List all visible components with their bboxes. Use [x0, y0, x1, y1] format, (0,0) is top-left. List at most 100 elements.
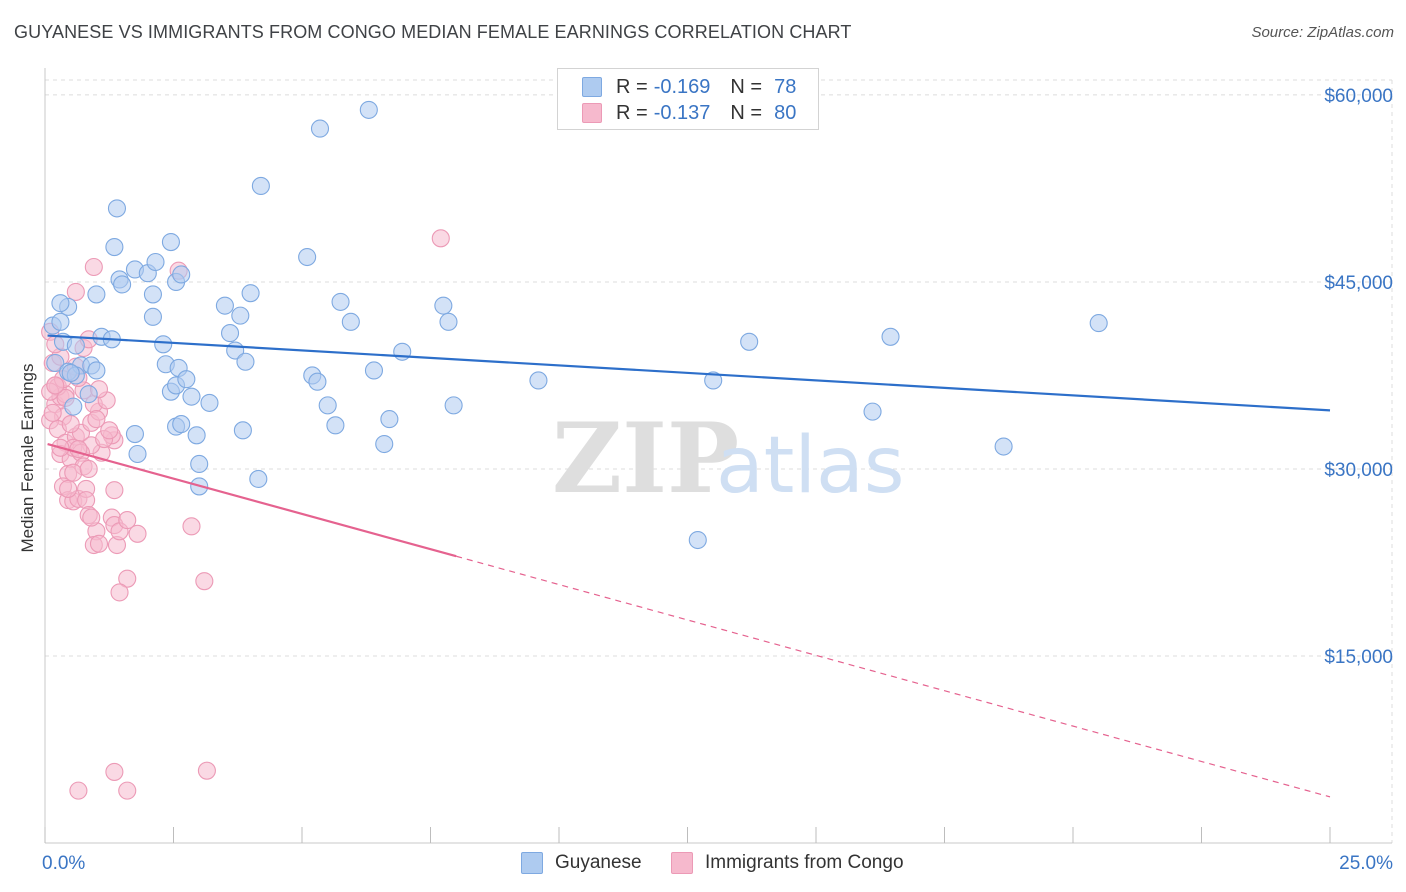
congo-point [431, 229, 450, 248]
legend-row-congo: R = -0.137 N = 80 [582, 100, 796, 126]
congo-point [118, 569, 137, 588]
congo-point [84, 257, 103, 277]
guyanese-point [215, 296, 234, 315]
watermark-atlas: atlas [716, 421, 905, 511]
guyanese-point [704, 371, 723, 390]
legend-row-guyanese: R = -0.169 N = 78 [582, 74, 796, 100]
guyanese-point [187, 426, 206, 445]
guyanese-point [161, 233, 180, 252]
congo-point [43, 403, 62, 422]
guyanese-point [364, 361, 384, 380]
guyanese-swatch [582, 77, 602, 97]
congo-point [195, 572, 214, 591]
guyanese-point [182, 387, 201, 406]
axes [44, 68, 1392, 844]
guyanese-point [154, 335, 173, 354]
watermark-zip: ZIP [552, 402, 739, 515]
congo-point [59, 479, 78, 498]
guyanese-point [298, 247, 317, 267]
guyanese-point [51, 312, 70, 331]
guyanese-point [439, 312, 458, 331]
guyanese-point [1089, 314, 1108, 333]
guyanese-point [51, 294, 70, 313]
legend-r-value: -0.169 [653, 75, 711, 98]
congo-point [197, 761, 216, 780]
chart-title: GUYANESE VS IMMIGRANTS FROM CONGO MEDIAN… [14, 22, 852, 42]
guyanese-point [143, 285, 162, 304]
legend-n-value: 78 [774, 75, 797, 98]
x-tick-label: 0.0% [42, 853, 85, 874]
y-tick-label: $60,000 [1324, 86, 1393, 107]
guyanese-point [310, 119, 330, 138]
guyanese-point [233, 421, 252, 440]
guyanese-point [444, 396, 463, 415]
axis-labels: $15,000 $30,000 $45,000 $60,000 0.0% 25.0% Med… [18, 86, 1393, 874]
guyanese-point [529, 371, 548, 390]
congo-point [69, 781, 88, 800]
guyanese-point [87, 361, 106, 380]
x-tick-label: 25.0% [1339, 853, 1393, 874]
guyanese-point [863, 402, 882, 421]
guyanese-point [107, 199, 127, 218]
congo-point [182, 517, 201, 536]
congo-trend-line [47, 442, 457, 558]
guyanese-point [231, 306, 250, 325]
congo-point [105, 762, 124, 781]
legend-n-label: N = [730, 75, 763, 98]
guyanese-point [172, 265, 191, 284]
guyanese-point [380, 410, 399, 429]
congo-point [77, 491, 96, 510]
guyanese-point [200, 393, 219, 412]
guyanese-point [61, 363, 80, 383]
congo-point [79, 459, 98, 479]
congo-point [89, 534, 109, 553]
guyanese-point [143, 307, 162, 326]
guyanese-trend-line [47, 334, 1331, 412]
guyanese-point [172, 415, 191, 434]
congo-point [64, 463, 83, 482]
guyanese-point [220, 324, 240, 343]
guyanese-point [393, 342, 412, 361]
guyanese-point [125, 425, 144, 444]
guyanese-points [43, 100, 1108, 550]
guyanese-point [241, 284, 260, 303]
series-legend: Guyanese Immigrants from Congo [0, 850, 1406, 878]
watermark: ZIP atlas [552, 402, 905, 515]
congo-point [87, 410, 106, 429]
congo-legend-swatch [671, 852, 693, 874]
guyanese-point [434, 296, 453, 315]
source-label: Source: ZipAtlas.com [1251, 24, 1394, 41]
guyanese-point [688, 530, 707, 550]
guyanese-point [881, 327, 900, 346]
legend-r-label: R = [616, 101, 648, 124]
congo-point [128, 524, 147, 543]
legend-r-label: R = [616, 75, 648, 98]
guyanese-point [64, 397, 83, 416]
guyanese-point [87, 285, 106, 304]
congo-swatch [582, 103, 602, 123]
guyanese-point [146, 252, 165, 272]
legend-n-label: N = [730, 101, 763, 124]
guyanese-point [236, 352, 255, 371]
congo-point [105, 481, 124, 500]
stats-legend: R = -0.169 N = 78 R = -0.137 N = 80 [557, 68, 819, 130]
legend-item-guyanese[interactable]: Guyanese [521, 852, 642, 874]
y-tick-label: $15,000 [1324, 647, 1393, 668]
guyanese-point [190, 454, 209, 474]
guyanese-point [318, 396, 337, 415]
congo-point [61, 415, 80, 434]
congo-point [46, 376, 65, 395]
guyanese-point [249, 469, 268, 488]
guyanese-point [375, 434, 394, 454]
guyanese-point [326, 416, 345, 435]
guyanese-point [79, 385, 98, 404]
guyanese-point [331, 292, 350, 311]
guyanese-point [113, 275, 132, 294]
congo-trend-extension [456, 555, 1331, 798]
guyanese-point [341, 312, 360, 331]
legend-r-value: -0.137 [653, 101, 711, 124]
legend-item-congo[interactable]: Immigrants from Congo [671, 852, 904, 874]
congo-point [118, 781, 137, 800]
guyanese-point [251, 176, 270, 195]
